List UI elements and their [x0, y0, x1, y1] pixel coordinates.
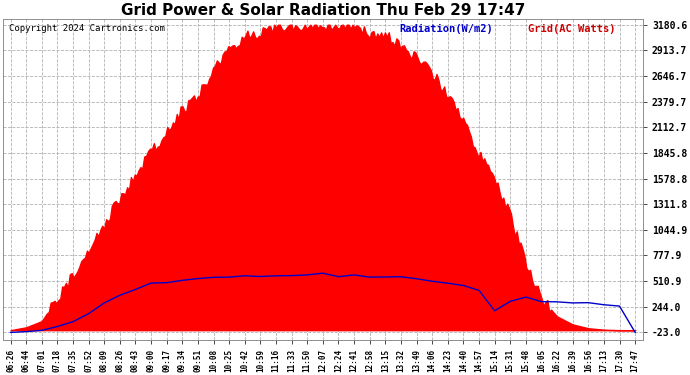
- Text: Radiation(W/m2): Radiation(W/m2): [400, 24, 493, 34]
- Text: Grid(AC Watts): Grid(AC Watts): [528, 24, 615, 34]
- Title: Grid Power & Solar Radiation Thu Feb 29 17:47: Grid Power & Solar Radiation Thu Feb 29 …: [121, 3, 525, 18]
- Text: Copyright 2024 Cartronics.com: Copyright 2024 Cartronics.com: [9, 24, 165, 33]
